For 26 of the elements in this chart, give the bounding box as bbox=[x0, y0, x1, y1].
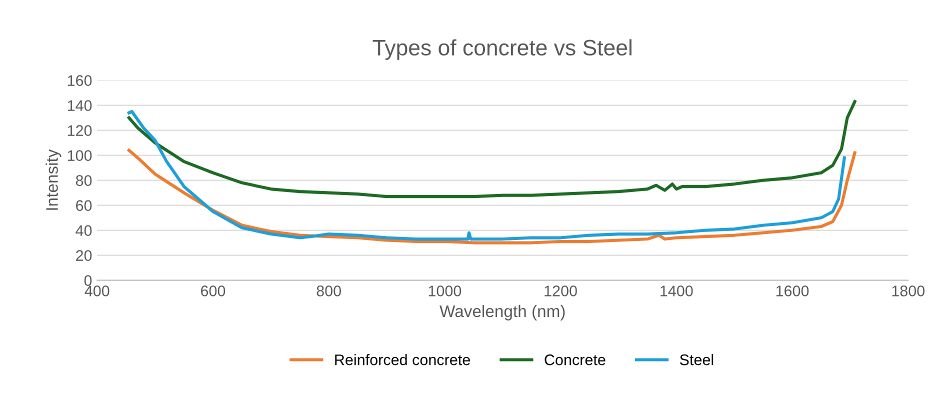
legend-label: Steel bbox=[680, 354, 714, 366]
x-tick-label: 1400 bbox=[660, 286, 693, 296]
line-series bbox=[127, 100, 856, 198]
x-tick-label: 1800 bbox=[892, 286, 925, 296]
x-tick-label: 1200 bbox=[544, 286, 577, 296]
line-series bbox=[127, 110, 846, 241]
y-axis-title: Intensity bbox=[46, 149, 62, 210]
line-series bbox=[127, 148, 856, 244]
legend-label: Concrete bbox=[544, 354, 606, 366]
y-tick-label: 40 bbox=[76, 225, 92, 236]
x-tick-label: 400 bbox=[84, 286, 110, 296]
y-tick-label: 160 bbox=[68, 75, 92, 86]
y-tick-label: 120 bbox=[68, 125, 92, 136]
y-tick-label: 100 bbox=[68, 150, 92, 161]
x-tick-label: 800 bbox=[316, 286, 341, 296]
y-tick-label: 60 bbox=[76, 200, 92, 211]
y-tick-label: 20 bbox=[76, 250, 92, 261]
x-tick-label: 600 bbox=[201, 286, 226, 296]
y-tick-label: 80 bbox=[76, 175, 92, 186]
chart-title: Types of concrete vs Steel bbox=[372, 39, 632, 60]
x-tick-label: 1600 bbox=[776, 286, 809, 296]
x-tick-label: 1000 bbox=[428, 286, 462, 296]
y-tick-label: 140 bbox=[68, 100, 92, 111]
x-axis-title: Wavelength (nm) bbox=[440, 304, 565, 320]
y-tick-label: 0 bbox=[84, 275, 92, 286]
legend-label: Reinforced concrete bbox=[335, 354, 470, 366]
